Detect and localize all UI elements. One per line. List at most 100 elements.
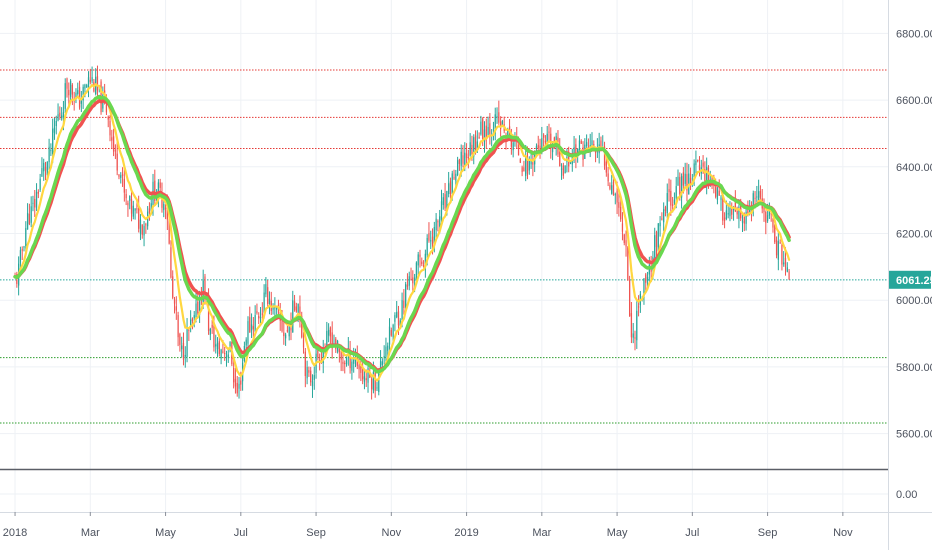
candle-body bbox=[145, 224, 147, 226]
candle-body bbox=[498, 112, 500, 123]
candle-body bbox=[702, 162, 704, 167]
candle-body bbox=[43, 162, 45, 172]
candle-body bbox=[281, 321, 283, 332]
candle-body bbox=[284, 334, 287, 339]
candle-body bbox=[48, 146, 50, 163]
candle-body bbox=[695, 160, 697, 166]
candle-body bbox=[23, 246, 25, 248]
candle-body bbox=[30, 206, 32, 223]
candle-body bbox=[129, 195, 131, 201]
candle-body bbox=[775, 239, 778, 256]
candle-body bbox=[186, 329, 188, 357]
candle-body bbox=[722, 195, 724, 221]
candle-body bbox=[634, 337, 636, 339]
candle-body bbox=[578, 140, 581, 152]
candle-body bbox=[605, 161, 607, 173]
candle-body bbox=[564, 166, 566, 174]
candle-body bbox=[523, 167, 525, 172]
candle-body bbox=[370, 378, 373, 390]
candle-body bbox=[501, 121, 504, 127]
candle-body bbox=[439, 216, 441, 227]
candle-body bbox=[532, 161, 534, 165]
candle-body bbox=[250, 324, 253, 331]
candle-body bbox=[121, 174, 124, 176]
candle-body bbox=[663, 209, 665, 223]
candle-body bbox=[216, 342, 219, 350]
candle-body bbox=[747, 208, 749, 214]
candle-body bbox=[455, 173, 457, 181]
candle-body bbox=[729, 207, 731, 217]
candle-body bbox=[181, 345, 183, 350]
candle-body bbox=[507, 129, 509, 137]
candle-body bbox=[107, 116, 109, 120]
candle-body bbox=[358, 365, 360, 370]
y-tick-label: 6800.00 bbox=[896, 28, 932, 40]
candle-body bbox=[173, 299, 176, 304]
candle-body bbox=[419, 254, 421, 257]
moving-averages bbox=[13, 83, 791, 382]
candle-body bbox=[301, 315, 303, 338]
candle-body bbox=[311, 381, 314, 387]
candle-body bbox=[59, 112, 61, 117]
candle-body bbox=[378, 370, 380, 393]
candle-body bbox=[252, 326, 254, 330]
candle-body bbox=[77, 90, 79, 94]
candle-body bbox=[159, 182, 161, 188]
candle-body bbox=[517, 139, 520, 156]
candle-body bbox=[190, 319, 192, 326]
candle-body bbox=[428, 233, 430, 241]
candle-body bbox=[184, 354, 186, 357]
candle-body bbox=[292, 300, 294, 333]
candle-body bbox=[111, 137, 113, 141]
candle-body bbox=[786, 267, 788, 272]
candle-body bbox=[26, 212, 29, 230]
candle-body bbox=[105, 105, 108, 113]
candle-body bbox=[465, 153, 468, 158]
candle-body bbox=[132, 205, 134, 217]
y-tick-label-lower: 0.00 bbox=[896, 489, 917, 501]
candle-body bbox=[435, 218, 437, 231]
candle-body bbox=[367, 367, 369, 383]
candle-body bbox=[397, 311, 400, 326]
candle-body bbox=[421, 261, 423, 265]
candle-body bbox=[494, 114, 496, 134]
candle-body bbox=[109, 120, 111, 136]
candle-body bbox=[657, 223, 659, 252]
candle-body bbox=[446, 190, 448, 214]
candle-body bbox=[620, 206, 622, 220]
y-tick-label: 5600.00 bbox=[896, 429, 932, 441]
candle-body bbox=[405, 284, 407, 309]
candle-body bbox=[342, 361, 344, 364]
candle-body bbox=[680, 176, 683, 198]
x-tick-label: 2019 bbox=[454, 527, 478, 539]
candle-body bbox=[542, 134, 545, 138]
candle-body bbox=[464, 152, 466, 167]
candle-body bbox=[401, 300, 403, 321]
candle-body bbox=[682, 172, 685, 186]
candle-body bbox=[86, 85, 88, 88]
candle-body bbox=[745, 211, 747, 224]
candle-body bbox=[120, 175, 122, 178]
candle-body bbox=[774, 224, 776, 243]
candle-body bbox=[422, 265, 425, 267]
candle-body bbox=[125, 194, 127, 199]
candle-body bbox=[449, 181, 452, 195]
moving-average-line bbox=[13, 94, 791, 374]
candle-body bbox=[345, 357, 348, 365]
candle-body bbox=[448, 183, 450, 195]
x-tick-label: Sep bbox=[758, 527, 778, 539]
x-tick-label: Jul bbox=[234, 527, 248, 539]
candle-body bbox=[276, 307, 278, 310]
candle-body bbox=[267, 287, 269, 304]
candle-body bbox=[123, 178, 125, 193]
candle-body bbox=[413, 277, 416, 281]
candle-body bbox=[64, 83, 66, 109]
candle-body bbox=[374, 371, 376, 391]
candle-body bbox=[627, 247, 629, 281]
candle-body bbox=[193, 315, 195, 319]
candle-body bbox=[302, 339, 305, 348]
candle-body bbox=[661, 218, 663, 220]
candle-body bbox=[360, 365, 362, 373]
